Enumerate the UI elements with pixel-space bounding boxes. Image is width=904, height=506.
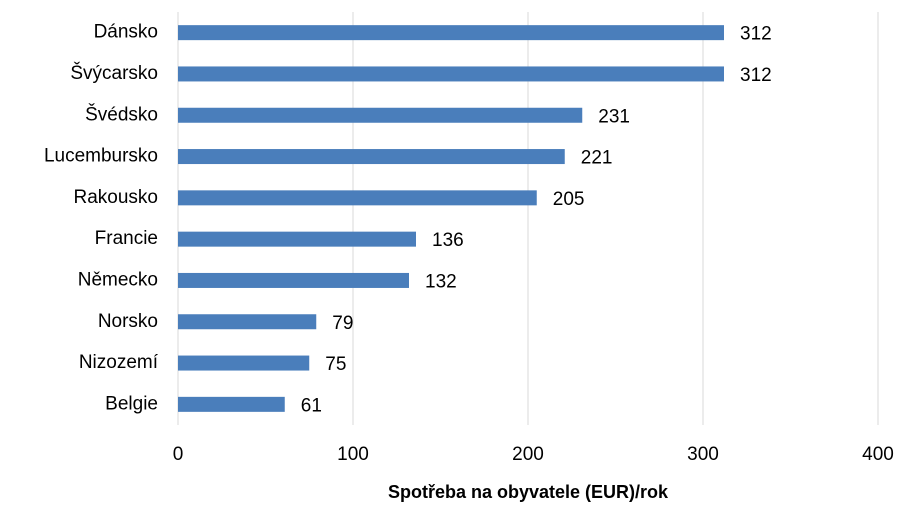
bar xyxy=(178,396,285,412)
x-tick-label: 200 xyxy=(512,444,544,465)
x-tick-label: 0 xyxy=(173,444,184,465)
y-tick-label: Švédsko xyxy=(85,103,158,125)
value-label: 205 xyxy=(553,189,585,210)
y-tick-label: Francie xyxy=(95,228,158,249)
bar xyxy=(178,314,317,330)
x-axis-title: Spotřeba na obyvatele (EUR)/rok xyxy=(388,482,669,502)
value-label: 221 xyxy=(581,148,613,169)
y-tick-label: Švýcarsko xyxy=(70,62,158,84)
y-tick-label: Rakousko xyxy=(74,187,159,208)
x-tick-label: 100 xyxy=(337,444,369,465)
value-label: 312 xyxy=(740,24,772,45)
bar xyxy=(178,25,724,41)
value-label: 312 xyxy=(740,65,772,86)
y-tick-label: Norsko xyxy=(98,311,158,332)
value-label: 231 xyxy=(598,106,630,127)
value-label: 132 xyxy=(425,271,457,292)
bar xyxy=(178,231,416,247)
bar xyxy=(178,190,537,206)
value-label: 75 xyxy=(325,354,346,375)
y-tick-label: Dánsko xyxy=(94,22,158,43)
y-tick-label: Lucembursko xyxy=(44,146,158,167)
bar xyxy=(178,272,409,288)
value-label: 136 xyxy=(432,230,464,251)
bar xyxy=(178,149,565,165)
value-label: 79 xyxy=(332,313,353,334)
value-label: 61 xyxy=(301,395,322,416)
bar xyxy=(178,66,724,82)
bar xyxy=(178,355,310,371)
y-tick-label: Německo xyxy=(78,269,158,290)
y-tick-label: Belgie xyxy=(105,393,158,414)
x-tick-label: 400 xyxy=(862,444,894,465)
bar xyxy=(178,107,583,123)
x-tick-label: 300 xyxy=(687,444,719,465)
y-tick-label: Nizozemí xyxy=(79,352,159,373)
